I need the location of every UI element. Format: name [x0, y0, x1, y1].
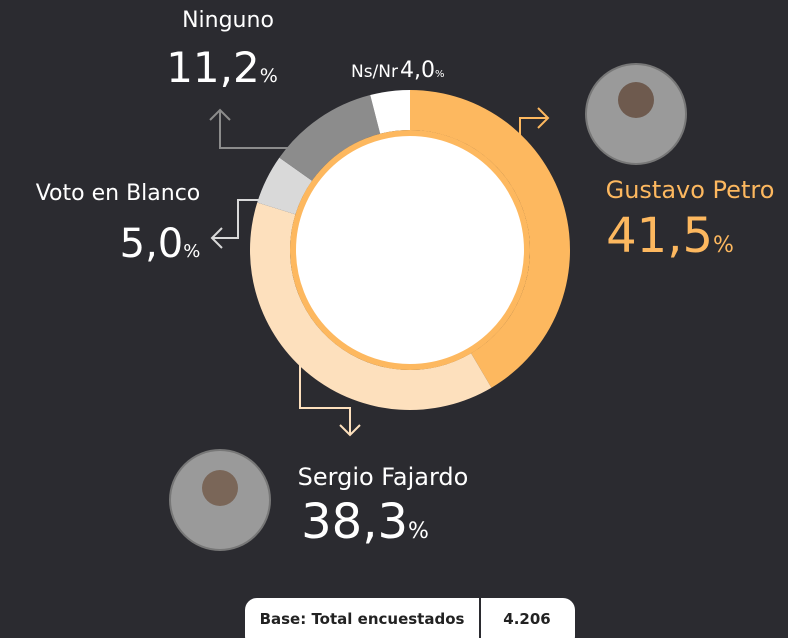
donut-segment — [257, 157, 313, 215]
value-unit: % — [260, 65, 278, 87]
photo-face — [618, 82, 654, 118]
value-unit: % — [435, 69, 445, 80]
donut-hole — [290, 130, 530, 370]
arrow — [210, 199, 262, 249]
donut-segment — [279, 95, 381, 181]
category-label: Ns/Nr — [351, 62, 398, 82]
value-number: 38,3 — [301, 494, 408, 550]
value-label: 41,5% — [606, 208, 734, 264]
base-box — [245, 598, 575, 638]
value-label: 11,2% — [166, 43, 278, 92]
category-label: Ninguno — [182, 8, 274, 33]
base-value: 4.206 — [503, 610, 550, 628]
value-number: 5,0 — [120, 221, 184, 267]
value-unit: % — [713, 233, 734, 258]
value-label: 4,0% — [400, 58, 445, 83]
value-unit: % — [408, 519, 429, 544]
arrows — [209, 107, 550, 437]
value-number: 4,0 — [400, 58, 435, 83]
value-unit: % — [183, 241, 200, 262]
arrow — [209, 108, 290, 149]
donut-segment — [250, 202, 492, 411]
value-label: 5,0% — [120, 221, 201, 267]
category-label: Sergio Fajardo — [298, 463, 469, 491]
donut-segment — [370, 90, 410, 134]
value-label: 38,3% — [301, 494, 429, 550]
arrow — [299, 365, 361, 437]
category-label: Gustavo Petro — [606, 176, 775, 204]
base-label: Base: Total encuestados — [260, 610, 465, 628]
value-number: 41,5 — [606, 208, 713, 264]
value-number: 11,2 — [166, 43, 260, 92]
photo-face — [202, 470, 238, 506]
category-label: Voto en Blanco — [36, 181, 201, 206]
donut-segment — [410, 90, 571, 388]
